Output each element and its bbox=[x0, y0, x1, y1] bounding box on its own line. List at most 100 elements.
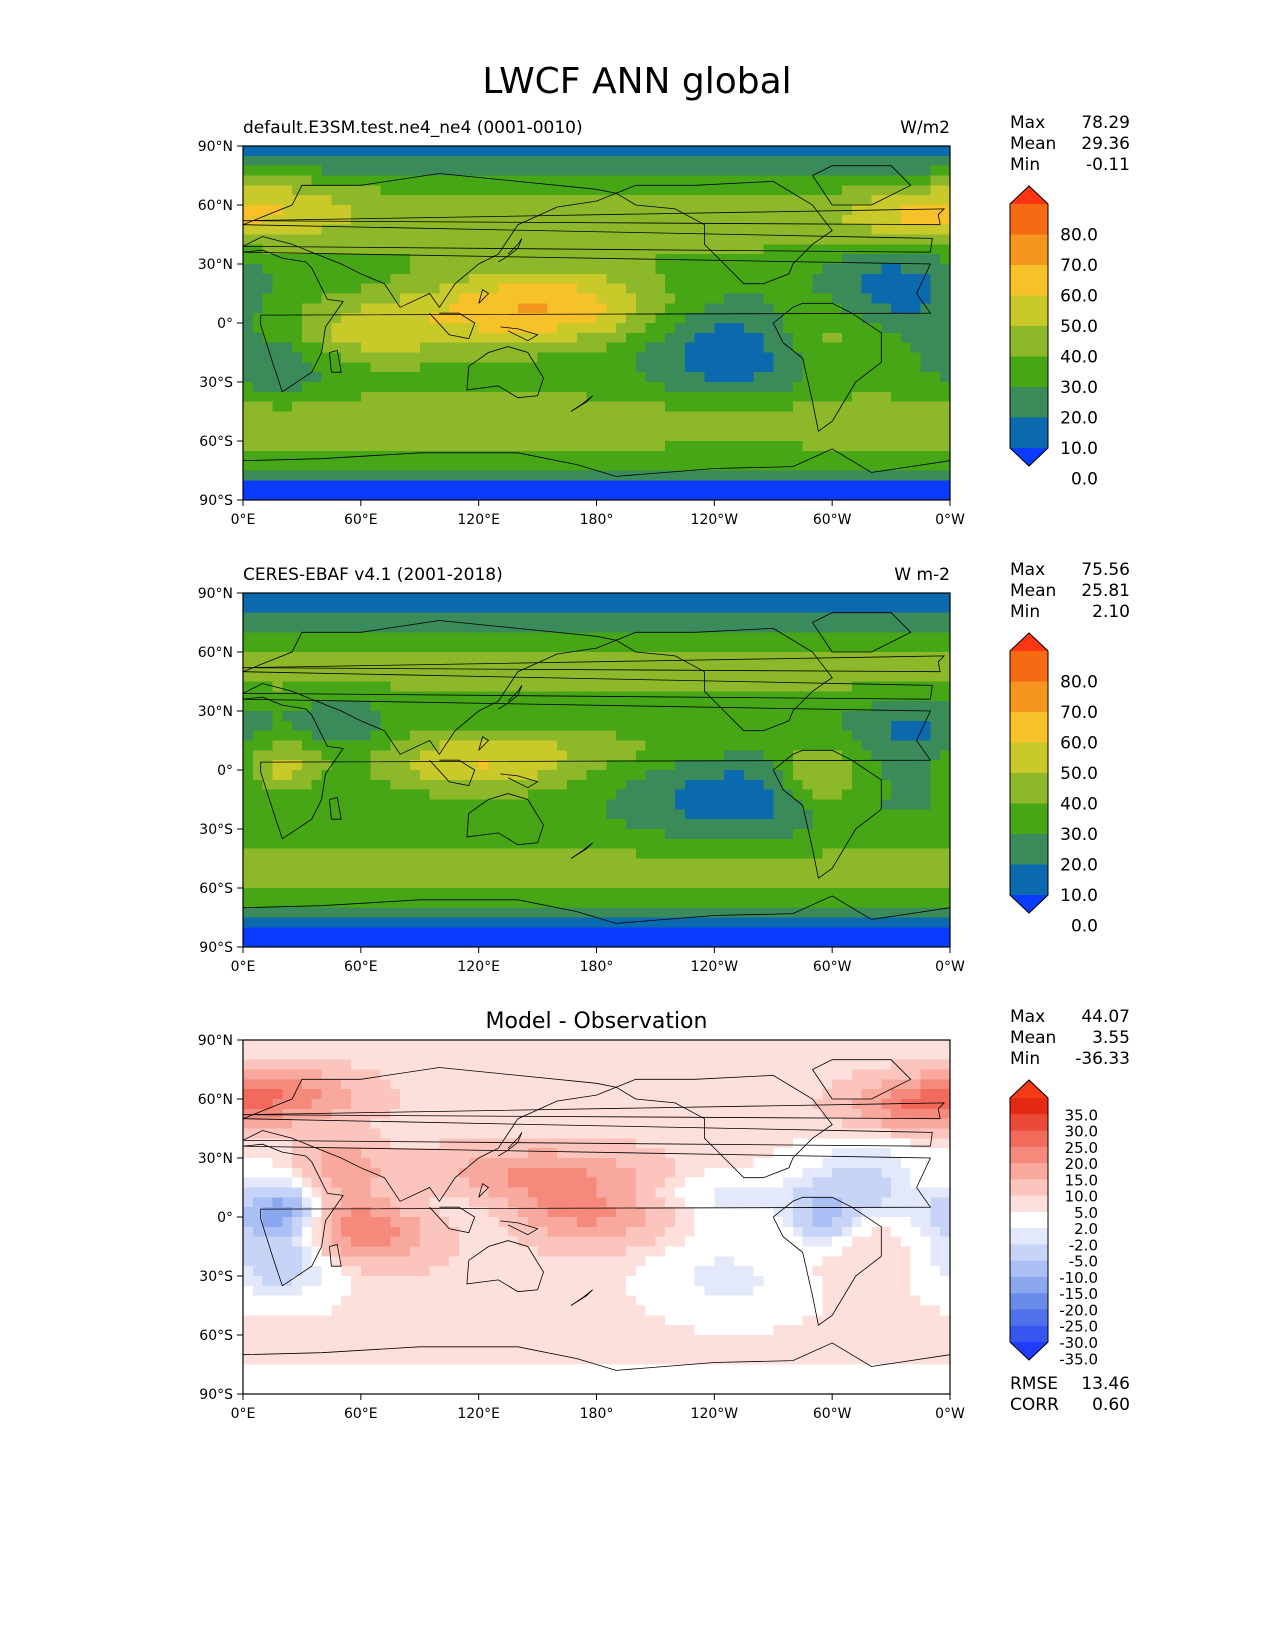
colorbar-label: 30.0 bbox=[1065, 1123, 1098, 1141]
y-tick-label: 60°N bbox=[198, 645, 233, 661]
stat-value: 78.29 bbox=[1081, 113, 1130, 133]
stat-value: 29.36 bbox=[1081, 134, 1130, 154]
colorbar-label: 0.0 bbox=[1071, 470, 1098, 490]
x-tick-label: 60°E bbox=[344, 959, 378, 975]
x-tick-label: 120°W bbox=[691, 1406, 739, 1422]
x-tick-label: 0°W bbox=[935, 512, 965, 528]
panel-3: 0°E 60°E 120°E 180° 120°W 60°W 0°W 90°N 60°N 30°N… bbox=[198, 1007, 1130, 1422]
colorbar-label: 20.0 bbox=[1060, 409, 1098, 429]
panel-title-left: default.E3SM.test.ne4_ne4 (0001-0010) bbox=[243, 118, 583, 138]
x-tick-label: 0°E bbox=[231, 512, 256, 528]
x-tick-label: 120°W bbox=[691, 512, 739, 528]
colorbar-label: -2.0 bbox=[1069, 1236, 1098, 1254]
y-tick-label: 0° bbox=[217, 1210, 233, 1226]
colorbar-label: 5.0 bbox=[1074, 1204, 1098, 1222]
metric-label: RMSE bbox=[1010, 1374, 1058, 1394]
stat-label: Mean bbox=[1010, 134, 1056, 154]
y-tick-label: 90°N bbox=[198, 1033, 233, 1049]
colorbar-label: 25.0 bbox=[1065, 1139, 1098, 1157]
y-tick-label: 30°N bbox=[198, 704, 233, 720]
x-tick-label: 0°W bbox=[935, 959, 965, 975]
colorbar-label: 0.0 bbox=[1071, 917, 1098, 937]
x-tick-label: 60°E bbox=[344, 512, 378, 528]
metric-value: 13.46 bbox=[1081, 1374, 1130, 1394]
coastlines bbox=[242, 1059, 951, 1371]
x-tick-label: 120°W bbox=[691, 959, 739, 975]
x-tick-label: 60°W bbox=[813, 512, 852, 528]
y-tick-label: 90°S bbox=[199, 493, 233, 509]
y-tick-label: 30°S bbox=[199, 375, 233, 391]
stat-value: 3.55 bbox=[1092, 1028, 1130, 1048]
x-tick-label: 60°E bbox=[344, 1406, 378, 1422]
x-tick-label: 120°E bbox=[457, 1406, 500, 1422]
heatmap-cells bbox=[243, 146, 951, 501]
y-tick-label: 90°N bbox=[198, 586, 233, 602]
x-tick-label: 0°W bbox=[935, 1406, 965, 1422]
panel-1: 0°E 60°E 120°E 180° 120°W 60°W 0°W 90°N 60°N 30°N… bbox=[198, 113, 1130, 528]
colorbar-label: 70.0 bbox=[1060, 256, 1098, 276]
stat-label: Min bbox=[1010, 1049, 1040, 1069]
stat-label: Max bbox=[1010, 560, 1045, 580]
colorbar-label: 40.0 bbox=[1060, 348, 1098, 368]
heatmap-cells bbox=[243, 593, 951, 948]
y-tick-label: 90°N bbox=[198, 139, 233, 155]
metric-label: CORR bbox=[1010, 1395, 1059, 1415]
colorbar-label: 40.0 bbox=[1060, 795, 1098, 815]
stat-value: -0.11 bbox=[1086, 155, 1130, 175]
colorbar-label: 70.0 bbox=[1060, 703, 1098, 723]
figure-title: LWCF ANN global bbox=[482, 61, 791, 102]
y-tick-label: 90°S bbox=[199, 940, 233, 956]
colorbar-label: -25.0 bbox=[1059, 1318, 1098, 1336]
x-tick-label: 180° bbox=[580, 959, 614, 975]
colorbar: 80.0 70.0 60.0 50.0 40.0 30.0 20.0 10.0 0.0 bbox=[1009, 632, 1098, 937]
coastlines bbox=[242, 165, 951, 477]
colorbar-label: 80.0 bbox=[1060, 226, 1098, 246]
colorbar-label: 35.0 bbox=[1065, 1106, 1098, 1124]
colorbar-label: -15.0 bbox=[1059, 1285, 1098, 1303]
colorbar: 35.030.025.020.015.010.05.02.0-2.0-5.0-1… bbox=[1009, 1079, 1098, 1368]
y-tick-label: 0° bbox=[217, 763, 233, 779]
x-tick-label: 120°E bbox=[457, 959, 500, 975]
y-tick-label: 60°S bbox=[199, 434, 233, 450]
panel-title-center: Model - Observation bbox=[486, 1009, 708, 1034]
x-tick-label: 60°W bbox=[813, 1406, 852, 1422]
stat-value: 2.10 bbox=[1092, 602, 1130, 622]
colorbar-label: 10.0 bbox=[1065, 1188, 1098, 1206]
coastlines bbox=[242, 612, 951, 924]
stat-value: 44.07 bbox=[1081, 1007, 1130, 1027]
colorbar-label: 30.0 bbox=[1060, 378, 1098, 398]
metric-value: 0.60 bbox=[1092, 1395, 1130, 1415]
y-tick-label: 30°N bbox=[198, 1151, 233, 1167]
x-tick-label: 0°E bbox=[231, 959, 256, 975]
colorbar-label: 60.0 bbox=[1060, 734, 1098, 754]
colorbar-label: 2.0 bbox=[1074, 1220, 1098, 1238]
colorbar-label: 15.0 bbox=[1065, 1171, 1098, 1189]
y-tick-label: 30°N bbox=[198, 257, 233, 273]
y-tick-label: 60°S bbox=[199, 881, 233, 897]
colorbar-label: 60.0 bbox=[1060, 287, 1098, 307]
panel-title-right: W/m2 bbox=[900, 118, 950, 138]
y-tick-label: 60°N bbox=[198, 1092, 233, 1108]
colorbar-label: 20.0 bbox=[1065, 1155, 1098, 1173]
heatmap-cells bbox=[243, 1040, 951, 1395]
x-tick-label: 180° bbox=[580, 1406, 614, 1422]
colorbar-label: 10.0 bbox=[1060, 886, 1098, 906]
stat-label: Max bbox=[1010, 113, 1045, 133]
panel-2: 0°E 60°E 120°E 180° 120°W 60°W 0°W 90°N 60°N 30°N… bbox=[198, 560, 1130, 975]
colorbar-label: 80.0 bbox=[1060, 673, 1098, 693]
colorbar: 80.0 70.0 60.0 50.0 40.0 30.0 20.0 10.0 0.0 bbox=[1009, 185, 1098, 490]
colorbar-label: -10.0 bbox=[1059, 1269, 1098, 1287]
stat-value: 75.56 bbox=[1081, 560, 1130, 580]
colorbar-label: 50.0 bbox=[1060, 764, 1098, 784]
stat-label: Mean bbox=[1010, 1028, 1056, 1048]
stat-value: 25.81 bbox=[1081, 581, 1130, 601]
y-tick-label: 90°S bbox=[199, 1387, 233, 1403]
colorbar-label: 50.0 bbox=[1060, 317, 1098, 337]
x-tick-label: 60°W bbox=[813, 959, 852, 975]
colorbar-label: -30.0 bbox=[1059, 1334, 1098, 1352]
colorbar-label: -5.0 bbox=[1069, 1253, 1098, 1271]
y-tick-label: 30°S bbox=[199, 822, 233, 838]
stat-label: Min bbox=[1010, 602, 1040, 622]
y-tick-label: 60°N bbox=[198, 198, 233, 214]
